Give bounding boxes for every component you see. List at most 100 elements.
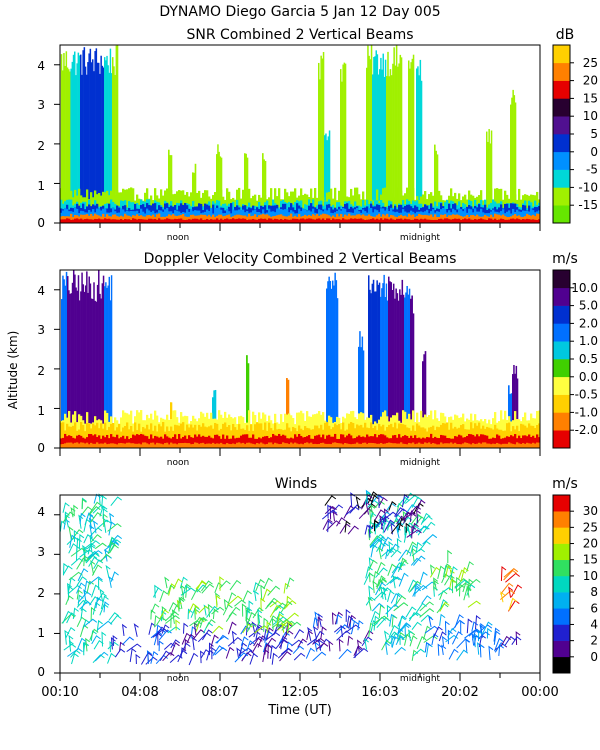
wind-barb bbox=[276, 613, 284, 627]
doppler-surface-cell bbox=[312, 438, 315, 448]
wind-barb bbox=[478, 624, 493, 633]
snr-surface-cell bbox=[538, 219, 541, 223]
snr-echo-cell bbox=[264, 160, 267, 223]
winds-y-tick-label: 2 bbox=[37, 586, 45, 600]
wind-barb bbox=[437, 643, 443, 656]
doppler-surface-cell bbox=[362, 436, 365, 448]
doppler-surface-cell bbox=[88, 433, 91, 448]
snr-surface-cell bbox=[76, 218, 79, 223]
doppler-y-tick-label: 2 bbox=[37, 364, 45, 378]
doppler-echo-cell bbox=[423, 354, 425, 448]
wind-barb bbox=[83, 518, 91, 532]
doppler-surface-cell bbox=[424, 442, 427, 448]
doppler-surface-cell bbox=[226, 443, 229, 448]
snr-surface-cell bbox=[108, 218, 111, 223]
snr-echo-cell bbox=[82, 50, 84, 223]
doppler-surface-cell bbox=[300, 435, 303, 448]
wind-barb bbox=[433, 626, 443, 638]
wind-barb bbox=[195, 581, 207, 590]
doppler-surface-cell bbox=[422, 437, 425, 448]
doppler-surface-cell bbox=[214, 443, 217, 448]
wind-barb bbox=[391, 636, 400, 648]
doppler-surface-cell bbox=[100, 438, 103, 448]
wind-barb bbox=[415, 541, 422, 553]
doppler-surface-cell bbox=[516, 425, 519, 448]
snr-surface-cell bbox=[100, 219, 103, 223]
snr-surface-cell bbox=[364, 220, 367, 223]
colorbar-swatch bbox=[553, 169, 570, 188]
doppler-surface-cell bbox=[308, 443, 311, 448]
snr-title: SNR Combined 2 Vertical Beams bbox=[186, 27, 413, 43]
doppler-echo-cell bbox=[94, 300, 96, 448]
wind-barb bbox=[107, 652, 116, 664]
snr-echo-cell bbox=[340, 69, 342, 223]
doppler-surface-cell bbox=[242, 442, 245, 448]
wind-barb bbox=[263, 617, 269, 632]
colorbar-label: 15 bbox=[583, 91, 598, 105]
doppler-surface-cell bbox=[182, 436, 185, 448]
doppler-surface-cell bbox=[156, 442, 159, 448]
doppler-surface-cell bbox=[494, 443, 497, 448]
doppler-surface-cell bbox=[66, 423, 69, 448]
snr-surface-cell bbox=[262, 218, 265, 223]
doppler-echo-cell bbox=[407, 294, 410, 448]
wind-barb bbox=[402, 512, 417, 521]
snr-surface-cell bbox=[488, 218, 491, 223]
wind-barb bbox=[62, 565, 73, 575]
doppler-surface-cell bbox=[500, 438, 503, 448]
snr-surface-cell bbox=[316, 218, 319, 223]
doppler-surface-cell bbox=[320, 437, 323, 448]
wind-barb bbox=[89, 527, 103, 537]
wind-barb bbox=[262, 588, 272, 601]
doppler-echo-cell bbox=[70, 293, 73, 448]
doppler-surface-cell bbox=[356, 436, 359, 448]
wind-barb bbox=[424, 625, 439, 634]
doppler-surface-cell bbox=[176, 438, 179, 448]
doppler-surface-cell bbox=[234, 427, 237, 448]
snr-surface-cell bbox=[414, 218, 417, 223]
snr-surface-cell bbox=[204, 214, 207, 223]
doppler-surface-cell bbox=[530, 425, 533, 448]
wind-barb bbox=[194, 607, 199, 620]
doppler-surface-cell bbox=[312, 444, 315, 448]
snr-surface-cell bbox=[532, 219, 535, 223]
snr-y-tick-label: 3 bbox=[37, 98, 45, 112]
doppler-echo-cell bbox=[406, 285, 408, 448]
snr-echo-cell bbox=[368, 55, 370, 224]
snr-surface-cell bbox=[210, 208, 213, 223]
colorbar-label: 8 bbox=[590, 585, 598, 599]
snr-surface-cell bbox=[114, 219, 117, 223]
snr-surface-cell bbox=[526, 218, 529, 223]
wind-barb bbox=[62, 502, 70, 513]
wind-barb bbox=[412, 587, 421, 597]
snr-surface-cell bbox=[232, 218, 235, 223]
doppler-surface-cell bbox=[188, 443, 191, 448]
wind-barb bbox=[368, 559, 378, 571]
wind-barb bbox=[223, 598, 229, 610]
snr-surface-cell bbox=[64, 207, 67, 223]
doppler-surface-cell bbox=[450, 442, 453, 448]
doppler-echo-cell bbox=[77, 275, 80, 448]
snr-surface-cell bbox=[314, 215, 317, 223]
snr-surface-cell bbox=[194, 218, 197, 223]
wind-barb bbox=[225, 611, 237, 622]
wind-barb bbox=[386, 576, 400, 586]
snr-surface-cell bbox=[304, 214, 307, 223]
doppler-surface-cell bbox=[112, 436, 115, 448]
doppler-surface-cell bbox=[358, 435, 361, 448]
snr-surface-cell bbox=[348, 213, 351, 223]
wind-barb bbox=[331, 612, 337, 625]
doppler-echo-cell bbox=[72, 270, 75, 448]
doppler-surface-cell bbox=[292, 438, 295, 448]
snr-echo-cell bbox=[245, 153, 247, 223]
doppler-surface-cell bbox=[182, 443, 185, 448]
doppler-surface-cell bbox=[194, 442, 197, 448]
doppler-surface-cell bbox=[476, 434, 479, 448]
doppler-surface-cell bbox=[258, 437, 261, 448]
doppler-surface-cell bbox=[238, 424, 241, 448]
doppler-echo-cell bbox=[385, 283, 388, 448]
snr-echo-cell bbox=[367, 45, 369, 223]
doppler-echo-cell bbox=[87, 292, 89, 448]
doppler-surface-cell bbox=[436, 426, 439, 448]
